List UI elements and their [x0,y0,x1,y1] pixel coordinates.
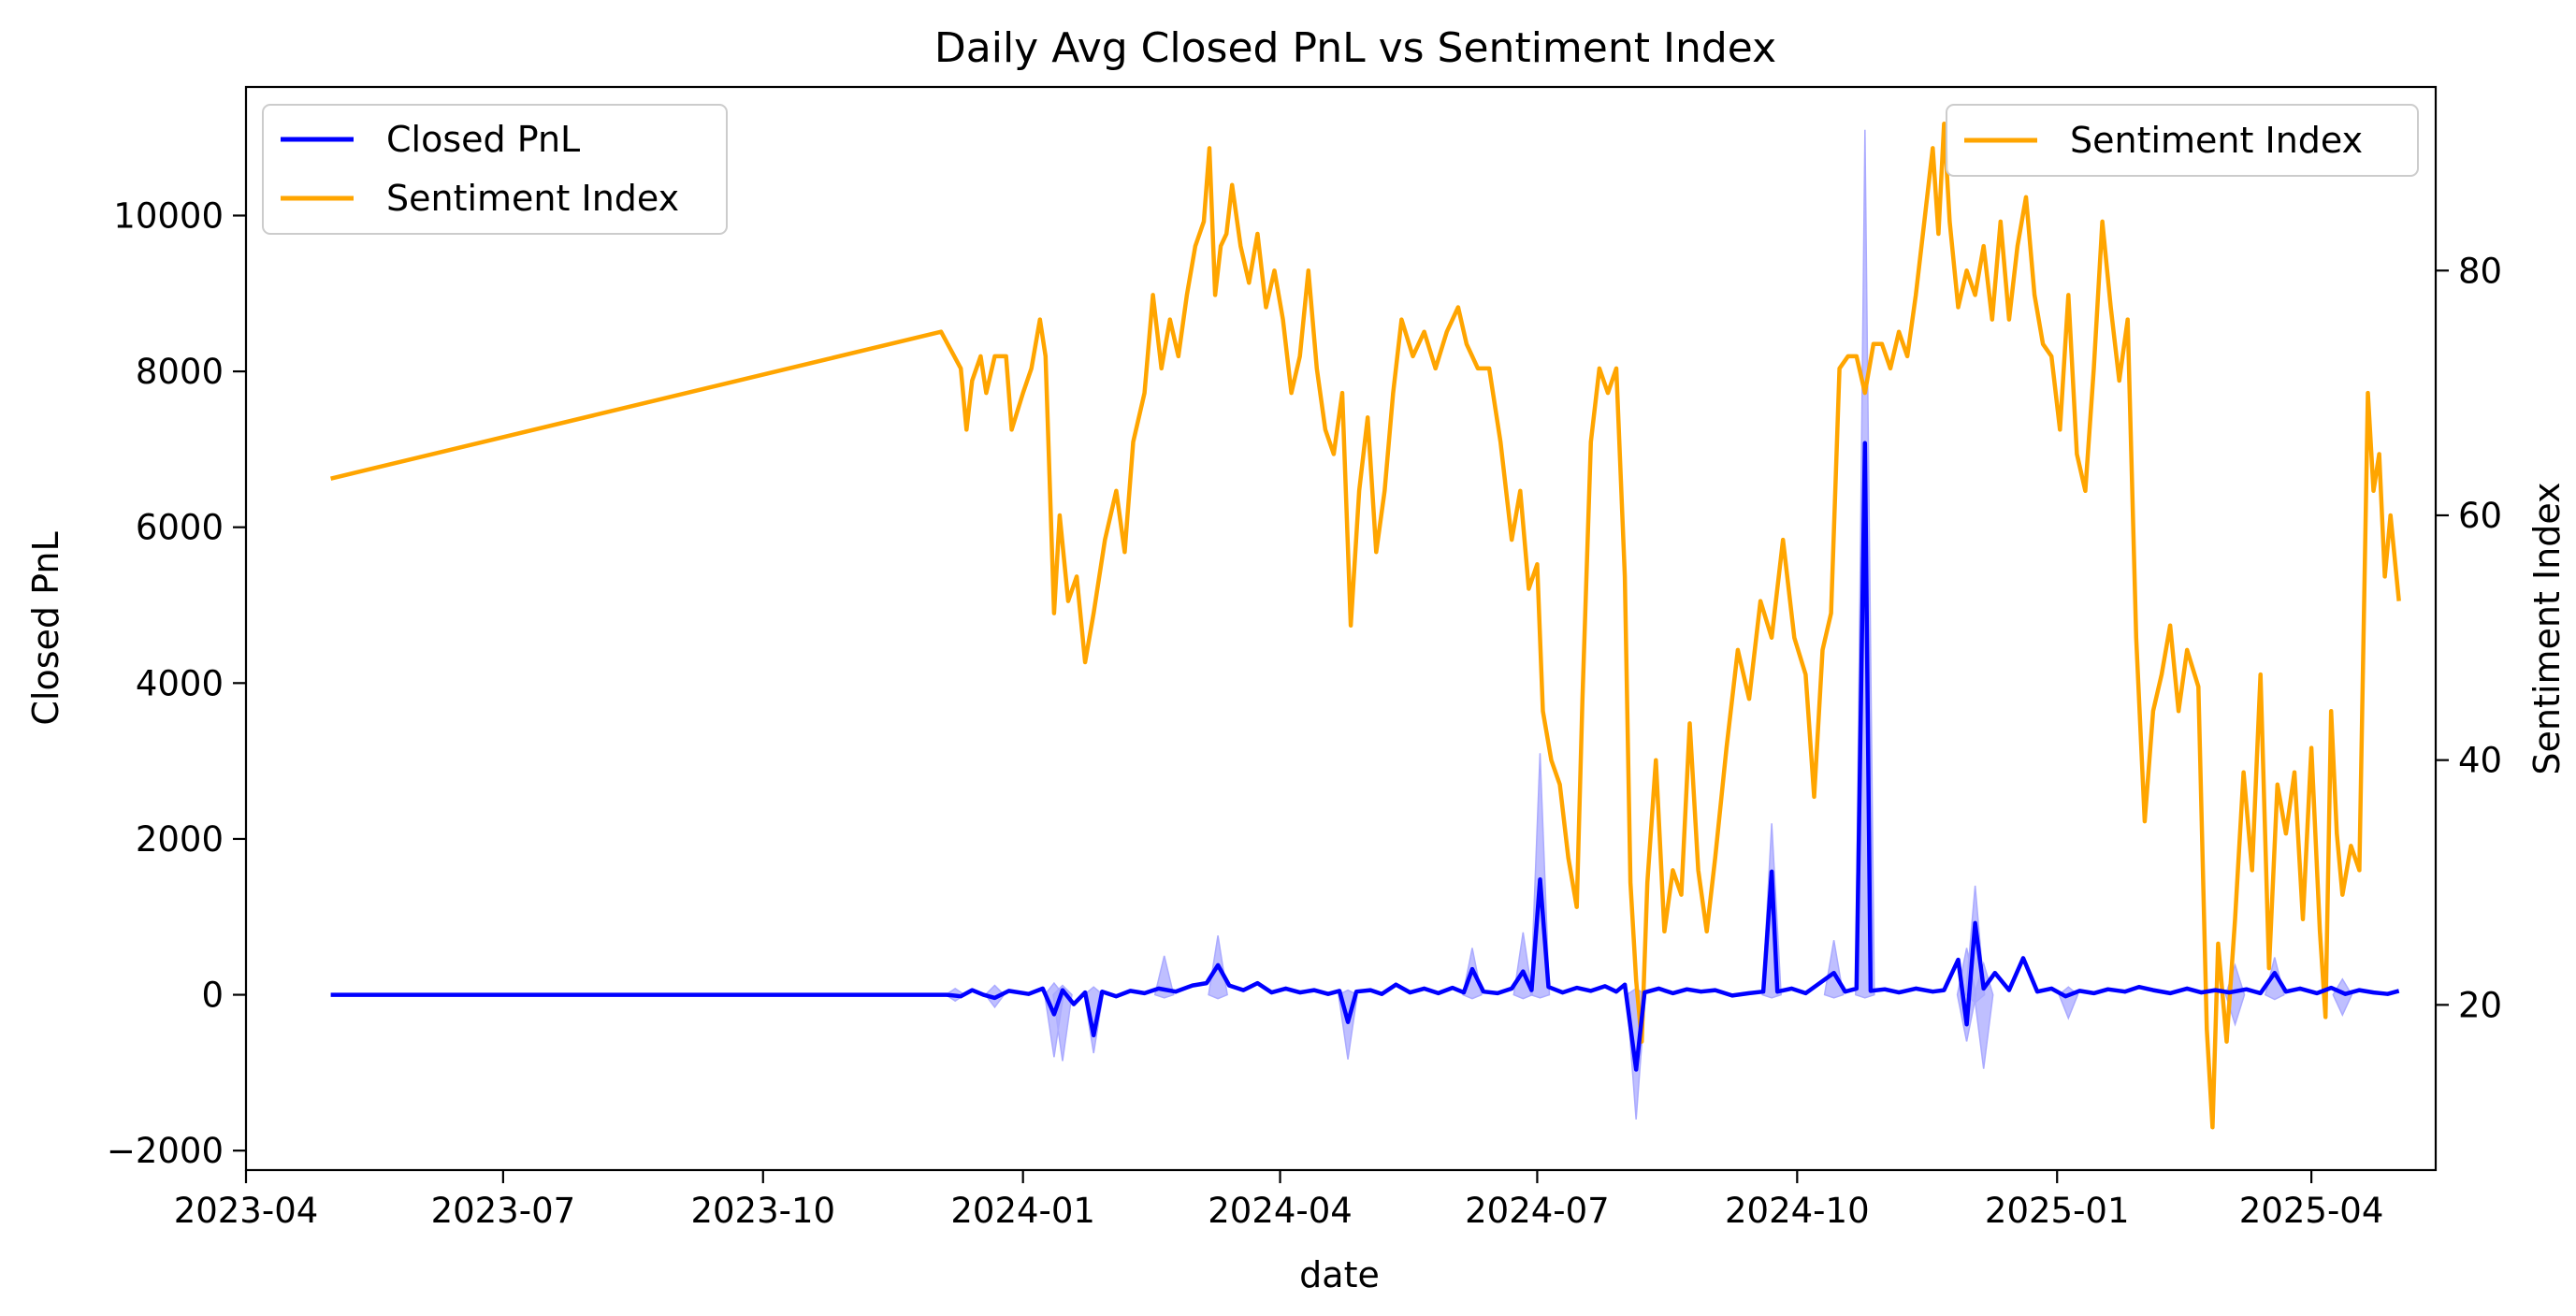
y-left-tick-label: 4000 [136,663,224,703]
y-left-tick-label: 6000 [136,508,224,548]
closed-pnl-line [330,441,2400,1072]
y-axis-right-label: Sentiment Index [2526,482,2568,774]
y-left-tick-label: 2000 [136,819,224,860]
x-axis: 2023-04 2023-07 2023-10 2024-01 2024-04 2024-… [174,1170,2384,1231]
x-tick-label: 2025-04 [2239,1191,2384,1231]
x-tick-label: 2024-10 [1725,1191,1870,1231]
x-tick-label: 2023-10 [690,1191,835,1231]
x-axis-label: date [1299,1254,1380,1295]
sentiment-index-line [330,122,2401,1130]
x-tick-label: 2025-01 [1985,1191,2130,1231]
plot-area [244,85,2438,1172]
y-left-tick-label: −2000 [107,1131,224,1171]
y-left-tick-label: 8000 [136,352,224,392]
x-tick-label: 2024-07 [1465,1191,1610,1231]
x-tick-label: 2024-01 [950,1191,1095,1231]
y-right-tick-label: 40 [2458,741,2502,781]
y-left-tick-label: 10000 [113,195,224,236]
legend-sentiment-label: Sentiment Index [386,178,679,219]
legend-right-sentiment-label: Sentiment Index [2070,120,2363,161]
x-tick-label: 2024-04 [1208,1191,1353,1231]
y-right-tick-label: 60 [2458,496,2502,536]
y-left-tick-label: 0 [201,976,224,1016]
y-right-tick-label: 80 [2458,251,2502,291]
pnl-band-spike [2264,957,2285,1001]
y-right-tick-label: 20 [2458,985,2502,1025]
chart-title: Daily Avg Closed PnL vs Sentiment Index [934,24,1776,72]
y-axis-left-label: Closed PnL [25,531,66,725]
y-axis-left: −2000 0 2000 4000 6000 8000 10000 [107,195,246,1171]
x-tick-label: 2023-07 [431,1191,576,1231]
legend-right: Sentiment Index [1946,104,2419,177]
plot-frame [244,85,2438,1172]
y-axis-right: 20 40 60 80 [2436,251,2502,1025]
x-tick-label: 2023-04 [174,1191,319,1231]
pnl-band-spike [2332,977,2353,1017]
legend-closed-pnl-label: Closed PnL [386,119,580,160]
legend-left: Closed PnL Sentiment Index [262,104,728,235]
